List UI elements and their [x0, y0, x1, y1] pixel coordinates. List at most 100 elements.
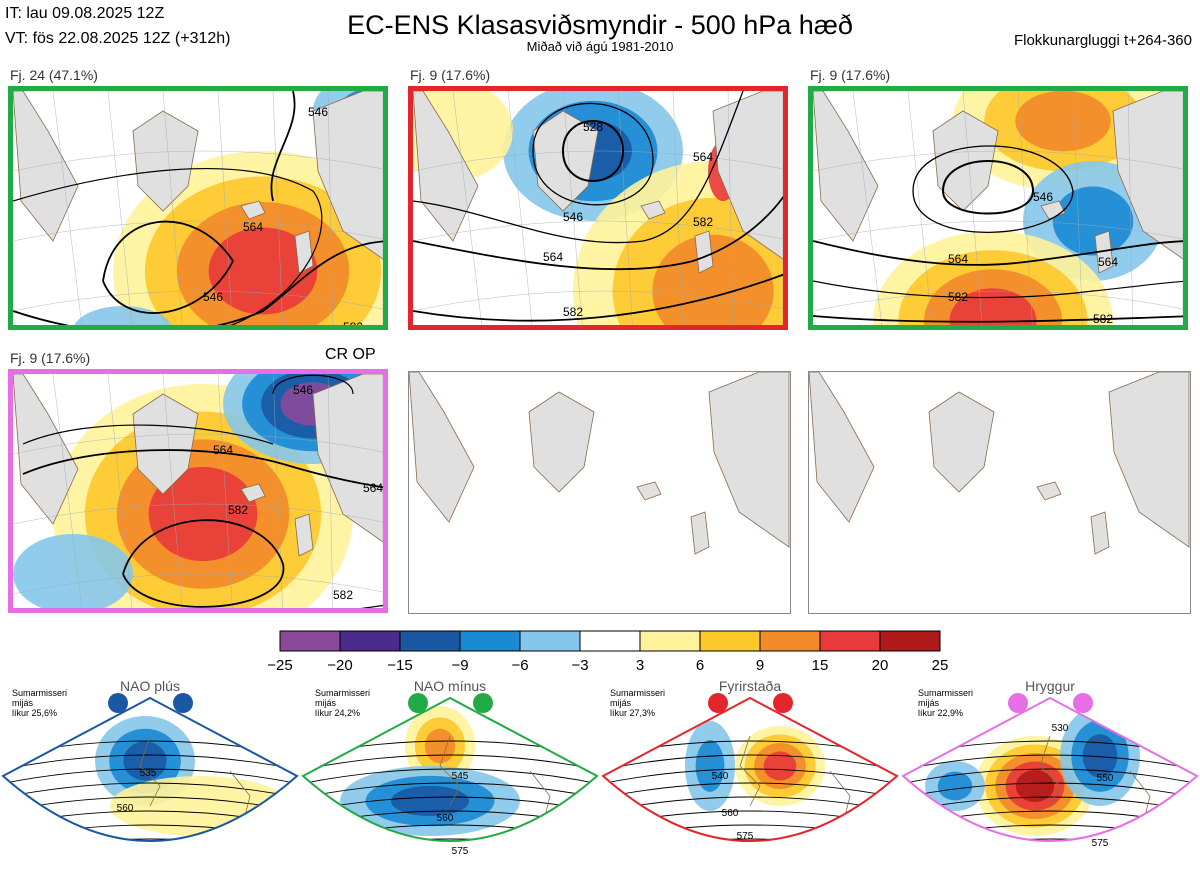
regime-2-info: Sumarmisseri mijás líkur 24,2% [315, 688, 370, 718]
regime-anomaly-1-ring-4 [763, 751, 797, 781]
colorbar-tick-label: 15 [812, 657, 829, 674]
graticule-meridian [507, 91, 533, 325]
regime-2-title: NAO mínus [413, 678, 487, 694]
colorbar-swatch [639, 630, 701, 652]
contour-label: 582 [333, 588, 353, 602]
height-contour-1 [942, 160, 1035, 215]
cluster-map-2: 528 546 564 564 582 582 [408, 86, 788, 330]
regime-contour-label: 545 [452, 771, 469, 782]
regime-coastline [439, 735, 461, 807]
anomaly-field-2-ring-1 [74, 306, 172, 325]
contour-label: 546 [293, 383, 313, 397]
regime-3-season: Sumarmisseri [610, 688, 666, 698]
cluster-map-svg: 546 564 564 582 582 [813, 91, 1183, 325]
regime-outline [1, 696, 299, 842]
graticule-parallel [13, 150, 383, 172]
cluster-map-svg: 528 546 564 564 582 582 [413, 91, 783, 325]
contour-label: 564 [693, 150, 713, 164]
europe-landmass [708, 372, 790, 548]
regime-anomaly-1-ring-3 [123, 741, 167, 781]
contour-label: 564 [243, 220, 263, 234]
colorbar-tick-label: −20 [327, 657, 352, 674]
regime-contour [300, 853, 600, 868]
regime-anomaly-2-ring-3 [1082, 734, 1118, 778]
regime-nao-plus: Sumarmisseri mijás líkur 25,6% NAO plús … [0, 676, 300, 871]
regime-contour-label: 560 [117, 803, 134, 814]
regime-marker-left [408, 693, 428, 713]
regime-contour [3, 838, 297, 841]
regime-contour [303, 838, 597, 841]
regime-3-extra: mijás [610, 698, 632, 708]
greenland-landmass [132, 393, 199, 495]
regime-contour-label: 575 [737, 831, 754, 842]
regime-4-info: Sumarmisseri mijás líkur 22,9% [918, 688, 973, 718]
height-contour-3 [813, 240, 1183, 266]
graticule-meridian [107, 374, 133, 608]
height-contour-3 [122, 519, 284, 608]
height-contour-1 [22, 449, 383, 489]
regime-outline [901, 696, 1199, 842]
anomaly-field-1-ring-4 [148, 466, 258, 562]
colorbar-swatch [519, 630, 581, 652]
regime-nao-minus: Sumarmisseri mijás líkur 24,2% NAO mínus… [300, 676, 600, 871]
height-contour-5 [813, 315, 1183, 323]
graticule-meridian [852, 91, 882, 325]
regime-outline [301, 696, 599, 842]
regime-4-title: Hryggur [1025, 678, 1075, 694]
contour-label: 546 [563, 210, 583, 224]
british-isles-landmass [690, 511, 710, 555]
colorbar-tick-label: −25 [267, 657, 292, 674]
height-contour-5 [270, 91, 296, 202]
graticule-parallel [13, 433, 383, 455]
greenland-landmass [932, 110, 999, 212]
regime-contour [600, 853, 900, 868]
regime-3-info: Sumarmisseri mijás líkur 27,3% [610, 688, 665, 718]
regime-marker-right [173, 693, 193, 713]
height-contour-2 [22, 424, 274, 445]
colorbar-swatch [399, 630, 461, 652]
chart-subtitle: Miðað við ágú 1981-2010 [526, 39, 674, 54]
regime-contour-label: 535 [140, 768, 157, 779]
regime-1-probability: líkur 25,6% [12, 708, 58, 718]
height-contour-3 [413, 91, 744, 244]
regime-contour [3, 782, 297, 799]
graticule-parallel [13, 503, 383, 525]
regime-1-title: NAO plús [120, 678, 180, 694]
graticule-parallel [13, 290, 383, 312]
europe-landmass [1112, 91, 1183, 260]
regime-1-extra: mijás [12, 698, 34, 708]
contour-label: 564 [213, 443, 233, 457]
valid-time: VT: fös 22.08.2025 12Z (+312h) [5, 30, 231, 47]
land-layer [409, 372, 790, 555]
regime-coastline [739, 735, 761, 807]
regime-contour-label: 560 [437, 813, 454, 824]
regime-coastline [139, 735, 161, 807]
graticule-meridian [452, 91, 482, 325]
regime-4-season: Sumarmisseri [918, 688, 974, 698]
colorbar-swatch [819, 630, 881, 652]
regime-marker-right [1073, 693, 1093, 713]
iceland-landmass [240, 200, 266, 220]
regime-contour [900, 853, 1200, 868]
regime-3-probability: líkur 27,3% [610, 708, 656, 718]
panel-2-label: Fj. 9 (17.6%) [410, 67, 491, 83]
height-contour-4 [272, 374, 354, 395]
height-contour-1 [562, 120, 625, 182]
contour-label: 564 [543, 250, 563, 264]
iceland-landmass [640, 200, 666, 220]
colorbar-tick-label: 25 [932, 657, 949, 674]
graticule-meridian [107, 91, 133, 325]
british-isles-landmass [1094, 230, 1114, 274]
greenland-landmass [132, 110, 199, 212]
graticule-meridian [327, 374, 333, 608]
colorbar-swatch [279, 630, 341, 652]
regime-marker-left [708, 693, 728, 713]
height-contour-4 [813, 280, 1183, 299]
europe-landmass [312, 374, 383, 543]
colorbar-tick-label: −3 [571, 657, 588, 674]
contour-label: 582 [948, 290, 968, 304]
colorbar-tick-label: 6 [696, 657, 704, 674]
colorbar-swatch [699, 630, 761, 652]
contour-label: 546 [1033, 190, 1053, 204]
contour-label: 528 [583, 120, 603, 134]
